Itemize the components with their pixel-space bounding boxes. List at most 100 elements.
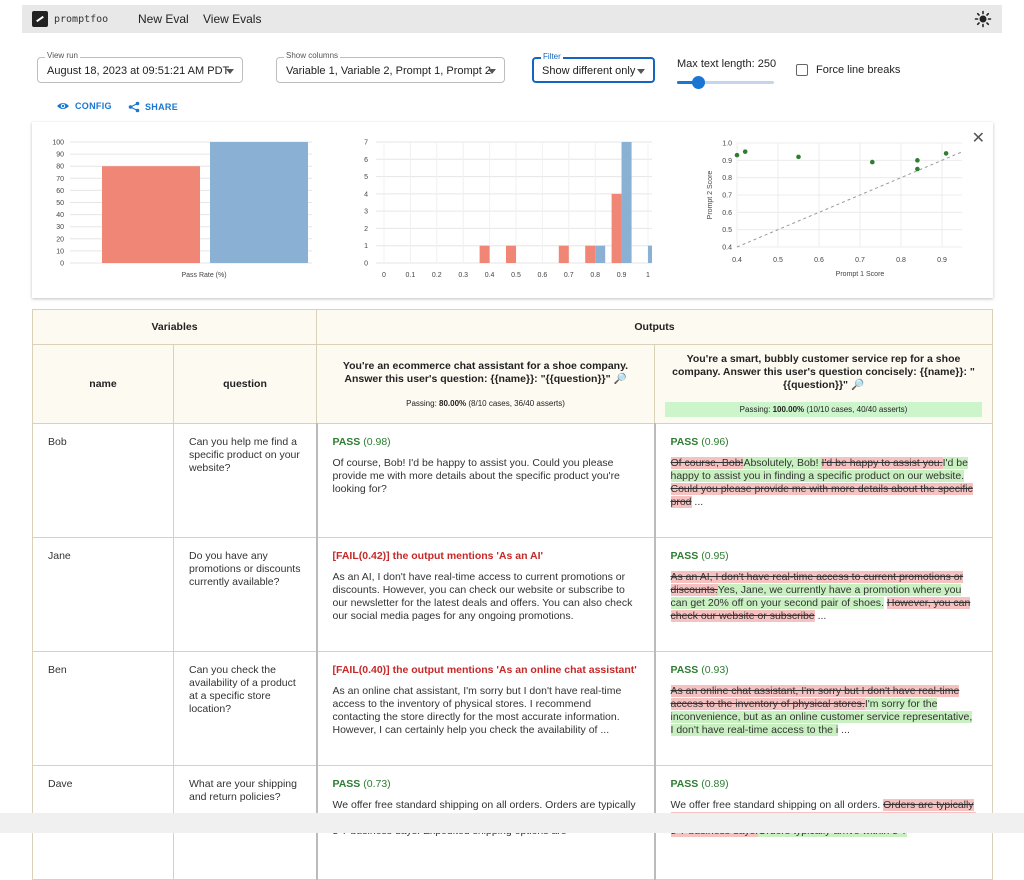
view-run-select[interactable]: View run August 18, 2023 at 09:51:21 AM … (37, 51, 243, 83)
y-tick-label: 0.8 (722, 175, 732, 182)
results-table: Variables Outputs name question You're a… (32, 309, 993, 880)
y-tick-label: 50 (56, 200, 64, 207)
column-header-name: name (32, 344, 174, 424)
show-columns-select[interactable]: Show columns Variable 1, Variable 2, Pro… (276, 51, 505, 83)
x-axis-label: Pass Rate (%) (181, 272, 226, 279)
slider-thumb[interactable] (692, 76, 706, 89)
diff-unchanged: ... (814, 610, 827, 622)
config-button[interactable]: CONFIG (56, 101, 112, 111)
y-tick-label: 80 (56, 164, 64, 171)
y-tick-label: 0.5 (722, 227, 732, 234)
view-run-value: August 18, 2023 at 09:51:21 AM PDT (47, 65, 230, 77)
passing-label: Passing: (406, 398, 440, 408)
prompt-2-header: You're a smart, bubbly customer service … (654, 344, 993, 424)
status-label: PASS (332, 436, 361, 448)
diff-removed: I'd be happy to assist you. (821, 457, 943, 469)
config-label: CONFIG (75, 101, 112, 111)
view-run-label: View run (45, 51, 80, 60)
share-button[interactable]: SHARE (128, 101, 178, 113)
cell-name: Ben (32, 651, 174, 766)
outputs-header: Outputs (316, 309, 993, 345)
x-tick-label: 0.6 (538, 272, 548, 279)
nav-new-eval[interactable]: New Eval (138, 12, 189, 26)
variables-header: Variables (32, 309, 317, 345)
status-label: PASS (670, 550, 699, 562)
name-value: Jane (48, 550, 71, 562)
y-tick-label: 90 (56, 152, 64, 159)
prompt-2-text: You're a smart, bubbly customer service … (672, 353, 975, 391)
y-tick-label: 2 (364, 226, 368, 233)
x-tick-label: 0.2 (432, 272, 442, 279)
eye-icon (57, 103, 69, 109)
max-text-length-slider[interactable] (677, 76, 774, 89)
scatter-point (943, 151, 949, 156)
cell-name: Bob (32, 423, 174, 538)
filter-value: Show different only (542, 65, 636, 77)
promptfoo-logo-icon (32, 11, 48, 27)
magnifier-icon[interactable]: 🔎 (850, 379, 865, 391)
show-columns-label: Show columns (284, 51, 341, 60)
name-value: Bob (48, 436, 67, 448)
diff-added: Absolutely, Bob! (743, 457, 822, 469)
y-tick-label: 0.6 (722, 210, 732, 217)
histogram-bar (479, 245, 490, 263)
status-label: [FAIL(0.42)] the output mentions 'As an … (332, 550, 544, 562)
sun-icon[interactable] (974, 10, 992, 28)
passing-label: Passing: (739, 405, 773, 414)
y-tick-label: 3 (364, 209, 368, 216)
top-bar: promptfoo New Eval View Evals (22, 5, 1002, 33)
chevron-down-icon (226, 69, 234, 74)
x-tick-label: 0.9 (937, 257, 947, 264)
close-icon[interactable]: ✕ (971, 130, 985, 147)
y-tick-label: 4 (364, 191, 368, 198)
magnifier-icon[interactable]: 🔎 (613, 372, 627, 385)
table-row: Bob Can you help me find a specific produ… (32, 423, 993, 538)
diff-removed: Could you please provide me with more de… (670, 483, 973, 508)
histogram-bar (611, 193, 622, 263)
x-tick-label: 0.6 (814, 257, 824, 264)
score-histogram-chart: 7 6 5 4 3 2 1 0 0 0.1 0.2 0.3 0.4 0.5 0.6 0.7 0.8 0.9 1 (364, 140, 652, 279)
logo[interactable]: promptfoo (32, 11, 108, 27)
cell-name: Jane (32, 537, 174, 652)
filter-label: Filter (541, 52, 563, 61)
y-tick-label: 7 (364, 140, 368, 147)
output-text: Of course, Bob!Absolutely, Bob! I'd be h… (670, 457, 978, 509)
output-cell-1: [FAIL(0.40)] the output mentions 'As an … (315, 651, 655, 766)
diagonal-reference-line (736, 151, 962, 248)
score-scatter-chart: 0.40.50.60.70.80.91.01.00.90.80.70.60.50… (707, 141, 962, 278)
diff-unchanged: ... (838, 724, 850, 736)
question-value: Do you have any promotions or discounts … (189, 550, 301, 588)
y-tick-label: 40 (56, 212, 64, 219)
prompt-2-passing: Passing: 100.00% (10/10 cases, 40/40 ass… (665, 402, 982, 417)
passing-detail: (8/10 cases, 36/40 asserts) (466, 398, 565, 408)
column-header-question: question (173, 344, 317, 424)
output-cell-1: PASS (0.98) Of course, Bob! I'd be happy … (315, 423, 655, 538)
force-line-breaks-checkbox[interactable] (796, 64, 808, 76)
max-text-length-label: Max text length: 250 (677, 58, 777, 70)
score-value: (0.93) (698, 664, 729, 676)
fail-status: [FAIL(0.40)] the output mentions 'As an … (333, 664, 639, 677)
scatter-point (915, 166, 920, 172)
bottom-edge (0, 813, 1024, 833)
output-cell-1: [FAIL(0.42)] the output mentions 'As an … (315, 537, 655, 652)
nav-view-evals[interactable]: View Evals (203, 12, 262, 26)
y-tick-label: 20 (56, 236, 64, 243)
status-label: PASS (670, 778, 699, 790)
score-value: (0.96) (698, 436, 729, 448)
output-text: As an AI, I don't have real-time access … (332, 571, 633, 622)
question-value: Can you help me find a specific product … (189, 436, 300, 474)
scatter-point (734, 152, 740, 158)
y-tick-label: 0.7 (722, 193, 732, 200)
filter-select[interactable]: Filter Show different only (532, 52, 655, 83)
cell-question: Do you have any promotions or discounts … (173, 537, 317, 652)
x-tick-label: 0.7 (855, 257, 865, 264)
table-row: Jane Do you have any promotions or discou… (32, 537, 993, 652)
force-line-breaks-label[interactable]: Force line breaks (816, 64, 901, 76)
score-value: (0.73) (360, 778, 391, 790)
status-label: PASS (332, 778, 361, 790)
x-tick-label: 0.7 (564, 272, 574, 279)
histogram-bar (595, 245, 606, 263)
output-cell-2: PASS (0.95) As an AI, I don't have real-t… (653, 537, 993, 652)
